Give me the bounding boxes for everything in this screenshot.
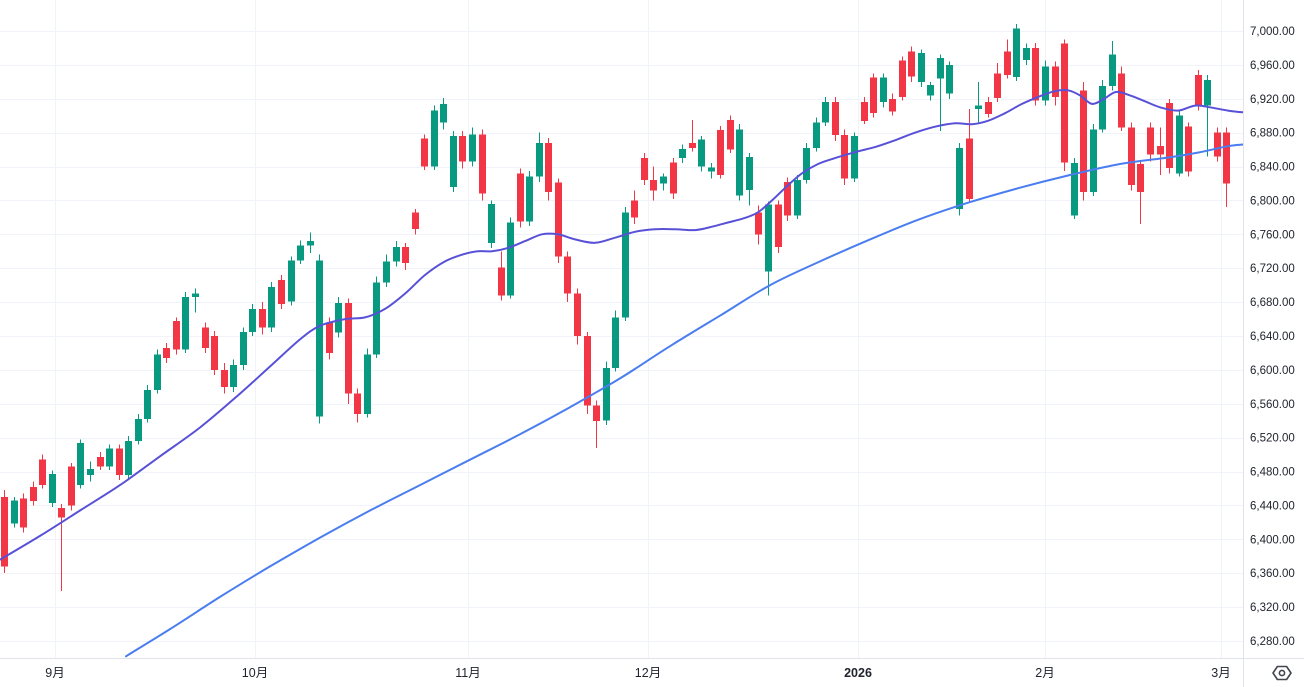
hexagon-target-icon <box>1272 665 1292 681</box>
svg-text:6,840.00: 6,840.00 <box>1250 162 1295 174</box>
svg-text:6,360.00: 6,360.00 <box>1250 568 1295 580</box>
svg-text:6,320.00: 6,320.00 <box>1250 602 1295 614</box>
svg-text:2月: 2月 <box>1035 666 1054 680</box>
svg-text:6,400.00: 6,400.00 <box>1250 534 1295 546</box>
svg-text:11月: 11月 <box>455 666 480 680</box>
svg-text:6,920.00: 6,920.00 <box>1250 94 1295 106</box>
svg-text:7,000.00: 7,000.00 <box>1250 26 1295 38</box>
svg-text:2026: 2026 <box>844 666 872 680</box>
svg-text:6,880.00: 6,880.00 <box>1250 128 1295 140</box>
svg-text:6,440.00: 6,440.00 <box>1250 500 1295 512</box>
svg-text:6,960.00: 6,960.00 <box>1250 60 1295 72</box>
time-axis[interactable] <box>0 658 1243 687</box>
svg-text:3月: 3月 <box>1211 666 1230 680</box>
svg-text:6,480.00: 6,480.00 <box>1250 467 1295 479</box>
svg-text:12月: 12月 <box>635 666 661 680</box>
svg-text:6,800.00: 6,800.00 <box>1250 195 1295 207</box>
svg-text:6,680.00: 6,680.00 <box>1250 297 1295 309</box>
svg-text:6,560.00: 6,560.00 <box>1250 399 1295 411</box>
svg-text:6,520.00: 6,520.00 <box>1250 433 1295 445</box>
svg-text:6,760.00: 6,760.00 <box>1250 229 1295 241</box>
svg-text:6,280.00: 6,280.00 <box>1250 636 1295 648</box>
svg-text:9月: 9月 <box>45 666 64 680</box>
svg-text:10月: 10月 <box>242 666 268 680</box>
svg-text:6,720.00: 6,720.00 <box>1250 263 1295 275</box>
price-axis[interactable] <box>1243 0 1304 658</box>
svg-text:6,640.00: 6,640.00 <box>1250 331 1295 343</box>
axis-settings-button[interactable] <box>1270 661 1294 685</box>
svg-text:6,600.00: 6,600.00 <box>1250 365 1295 377</box>
